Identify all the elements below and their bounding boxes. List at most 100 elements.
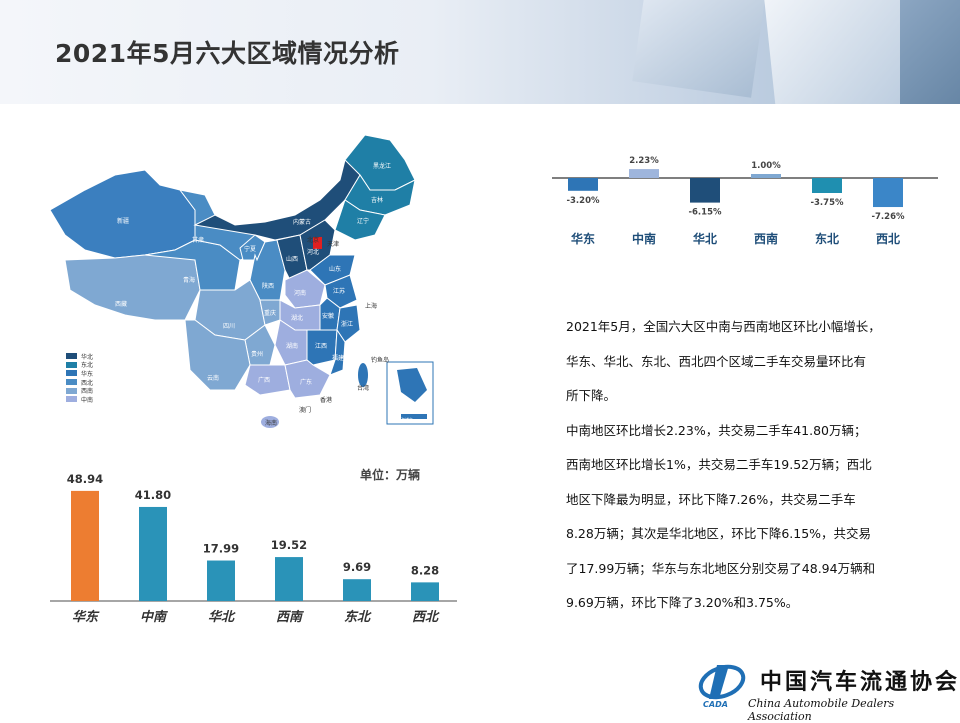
map-label: 湖北 [291,314,303,322]
bar [343,579,371,601]
region-fujian [329,328,346,376]
region-xinjiang [49,169,196,259]
org-name-cn: 中国汽车流通协会 [760,669,960,695]
bar [411,582,439,601]
data-label: 19.52 [271,538,307,552]
legend-label: 西北 [81,379,94,387]
china-region-map: 黑龙江 吉林 辽宁 内蒙古 新疆 甘肃 宁夏 青海 西藏 四川 云南 贵州 重庆… [49,134,434,428]
decor-cube [900,0,960,104]
map-label: 香港 [320,396,332,404]
map-label: 黑龙江 [373,162,391,170]
map-label: 辽宁 [357,217,369,225]
data-label: -3.75% [810,198,843,208]
map-label: 陕西 [262,282,274,290]
analysis-line: 2021年5月，全国六大区中南与西南地区环比小幅增长， [566,319,881,334]
data-label: 17.99 [203,542,239,556]
bar [751,174,781,178]
category-label: 东北 [344,609,372,625]
map-label: 内蒙古 [293,218,311,226]
bar [690,178,720,203]
data-label: 9.69 [343,560,371,574]
bar [568,178,598,191]
map-label: 北京 [307,236,319,244]
map-label: 福建 [332,354,344,362]
decor-cube [632,0,768,98]
legend-swatch [66,379,77,386]
map-label: 山西 [286,255,298,263]
map-label: 宁夏 [244,245,256,253]
legend-swatch [66,396,77,403]
map-label: 台湾 [357,384,369,392]
region-beijing [313,237,322,249]
map-label: 上海 [365,302,377,310]
map-label: 天津 [327,241,339,248]
map-label: 广东 [300,378,312,386]
map-label: 南海诸岛 [397,416,413,422]
legend-label: 华北 [81,353,94,361]
analysis-line: 所下降。 [566,388,617,403]
map-label: 河南 [294,289,306,297]
legend-item: 中南 [66,395,93,404]
category-label: 西北 [876,231,900,246]
region-jiangsu [324,274,358,309]
analysis-line: 了17.99万辆；华东与东北地区分别交易了48.94万辆和 [566,560,876,576]
analysis-line: 华东、华北、东北、西北四个区域二手车交易量环比有 [566,353,867,369]
map-label: 云南 [207,374,219,382]
category-label: 中南 [140,609,168,625]
map-label: 西藏 [115,300,127,308]
change-rate-chart: -3.20% 华东 2.23% 中南 -6.15% 华北 1.00% 西南 -3.75% 东北 -7… [552,156,938,246]
legend-swatch [66,387,77,394]
region-hainan [261,416,279,428]
page-title: 2021年5月六大区域情况分析 [55,39,400,68]
bar [275,557,303,601]
map-label: 青海 [183,276,195,284]
map-label: 山东 [329,265,341,273]
org-abbr: CADA [703,700,728,709]
category-label: 中南 [632,231,656,246]
map-label: 江西 [315,343,327,350]
legend-item: 西南 [66,386,93,395]
map-label: 广西 [258,376,270,384]
category-label: 西南 [276,609,304,625]
category-label: 西北 [412,610,440,625]
category-label: 华北 [693,231,717,246]
bar [71,490,99,601]
map-label: 甘肃 [192,236,204,244]
category-label: 华东 [72,609,100,625]
legend-label: 西南 [81,388,94,396]
data-label: 41.80 [135,488,171,502]
data-label: -3.20% [566,196,599,206]
data-label: -7.26% [871,212,904,222]
map-label: 新疆 [117,217,129,225]
legend-item: 东北 [66,361,93,369]
map-label: 澳门 [299,406,311,414]
map-label: 海南 [265,419,277,427]
region-zhejiang [336,304,361,343]
analysis-line: 地区下降最为明显，环比下降7.26%，共交易二手车 [566,491,856,507]
analysis-line: 中南地区环比增长2.23%，共交易二手车41.80万辆； [566,422,867,438]
map-label: 湖南 [286,342,298,350]
legend-item: 华北 [66,352,93,361]
map-label: 重庆 [264,309,276,317]
analysis-line: 西南地区环比增长1%，共交易二手车19.52万辆；西北 [566,457,872,472]
bar [207,560,235,601]
map-label: 钓鱼岛 [371,356,389,364]
bar [873,178,903,208]
header-banner [0,0,960,104]
map-label: 贵州 [251,350,263,358]
map-label: 江苏 [333,287,345,295]
map-label: 安徽 [322,312,334,320]
data-label: 1.00% [751,161,781,171]
analysis-line: 9.69万辆，环比下降了3.20%和3.75%。 [566,595,799,610]
region-guangdong [284,359,331,399]
map-label: 四川 [223,323,235,330]
unit-label: 单位：万辆 [360,468,421,482]
org-name-en: China Automobile Dealers Association [748,697,895,723]
category-label: 西南 [754,231,778,246]
data-label: 8.28 [411,563,439,577]
data-label: -6.15% [688,208,721,218]
legend-swatch [66,353,77,360]
region-taiwan [358,363,368,387]
map-label: 河北 [307,248,319,256]
legend-item: 华东 [66,369,93,378]
